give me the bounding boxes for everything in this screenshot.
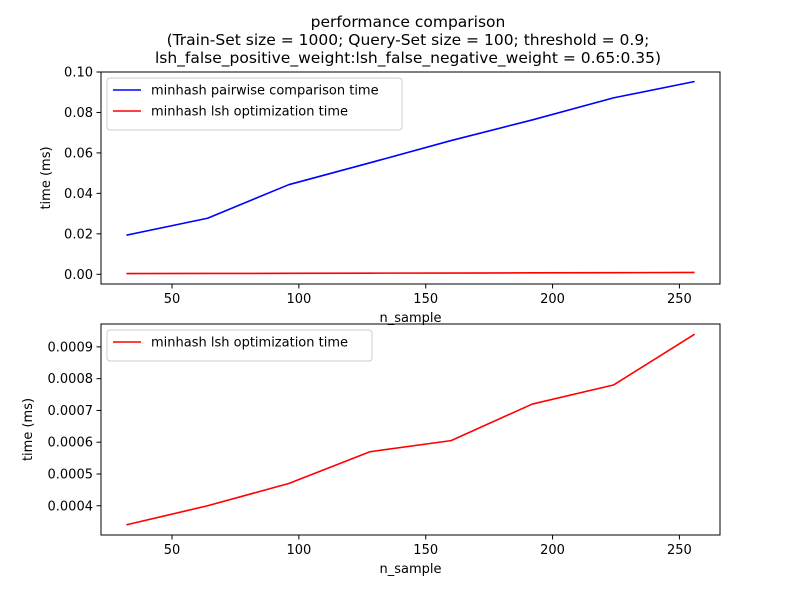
y-tick-label: 0.10 (64, 66, 93, 81)
y-tick-label: 0.0004 (48, 499, 94, 514)
chart-subtitle-line: lsh_false_positive_weight:lsh_false_nega… (154, 49, 662, 67)
x-tick-label: 200 (540, 543, 565, 558)
chart-title-line: performance comparison (310, 13, 506, 31)
top-plot: 50 100 150 200 250 0.00 0.02 0.04 0.06 0.08 0.10 n_… (39, 66, 721, 326)
x-axis-label: n_sample (379, 311, 441, 326)
series-line (126, 333, 696, 526)
x-tick-label: 50 (164, 292, 181, 307)
x-tick-label: 100 (286, 543, 311, 558)
chart-title: performance comparison (Train-Set size =… (0, 13, 800, 67)
chart-subtitle-line: (Train-Set size = 1000; Query-Set size =… (166, 31, 650, 49)
y-tick-label: 0.02 (64, 227, 93, 242)
y-tick-label: 0.0008 (48, 372, 94, 387)
x-tick-label: 200 (540, 292, 565, 307)
axes-frame (100, 71, 721, 285)
axes-frame (100, 323, 721, 536)
y-tick-label: 0.08 (64, 106, 93, 121)
legend-box (106, 77, 403, 131)
legend-label: minhash pairwise comparison time (151, 84, 379, 99)
x-tick-label: 250 (667, 543, 692, 558)
legend-label: minhash lsh optimization time (151, 336, 348, 351)
x-axis-label: n_sample (379, 562, 441, 577)
y-tick-label: 0.00 (64, 268, 93, 283)
y-tick-label: 0.0006 (48, 436, 94, 451)
series-line (126, 271, 695, 275)
legend-box (106, 329, 373, 362)
y-tick-label: 0.04 (64, 187, 93, 202)
bottom-plot: 50 100 150 200 250 0.0004 0.0005 0.0006 0.0007 0.… (21, 323, 721, 577)
y-tick-label: 0.0005 (48, 467, 94, 482)
series-line (126, 80, 695, 237)
x-tick-label: 150 (413, 292, 438, 307)
y-tick-label: 0.0007 (48, 404, 94, 419)
x-tick-label: 250 (667, 292, 692, 307)
x-tick-label: 50 (164, 543, 181, 558)
legend-label: minhash lsh optimization time (151, 105, 348, 120)
y-axis-label: time (ms) (39, 146, 54, 209)
x-tick-label: 100 (286, 292, 311, 307)
y-tick-label: 0.06 (64, 146, 93, 161)
x-tick-label: 150 (413, 543, 438, 558)
y-axis-label: time (ms) (21, 398, 36, 461)
y-tick-label: 0.0009 (48, 340, 94, 355)
